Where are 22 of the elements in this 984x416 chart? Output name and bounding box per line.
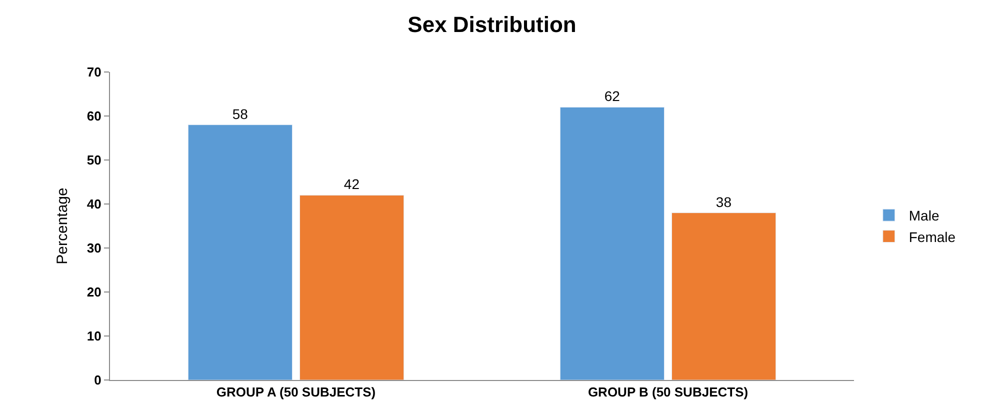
- legend-label: Male: [908, 208, 940, 224]
- data-label: 62: [604, 88, 620, 104]
- y-axis-title: Percentage: [54, 188, 72, 264]
- y-tick-label: 10: [86, 328, 102, 344]
- y-tick-label: 40: [86, 196, 102, 212]
- chart-title: Sex Distribution: [408, 12, 576, 38]
- y-tick-label: 70: [86, 64, 102, 80]
- data-label: 58: [232, 106, 248, 122]
- bar: [671, 212, 776, 380]
- data-label: 42: [344, 176, 360, 192]
- y-tick-label: 30: [86, 240, 102, 256]
- y-tick-label: 60: [86, 108, 102, 124]
- data-label: 38: [716, 194, 732, 210]
- y-tick-label: 0: [94, 372, 102, 388]
- legend-label: Female: [908, 228, 956, 245]
- bar: [188, 124, 293, 380]
- bar: [299, 194, 404, 380]
- x-tick-label: GROUP B (50 SUBJECTS): [588, 384, 748, 400]
- x-tick-label: GROUP A (50 SUBJECTS): [216, 384, 376, 400]
- y-tick-label: 20: [86, 284, 102, 300]
- y-tick-label: 50: [86, 152, 102, 168]
- bar: [560, 106, 665, 380]
